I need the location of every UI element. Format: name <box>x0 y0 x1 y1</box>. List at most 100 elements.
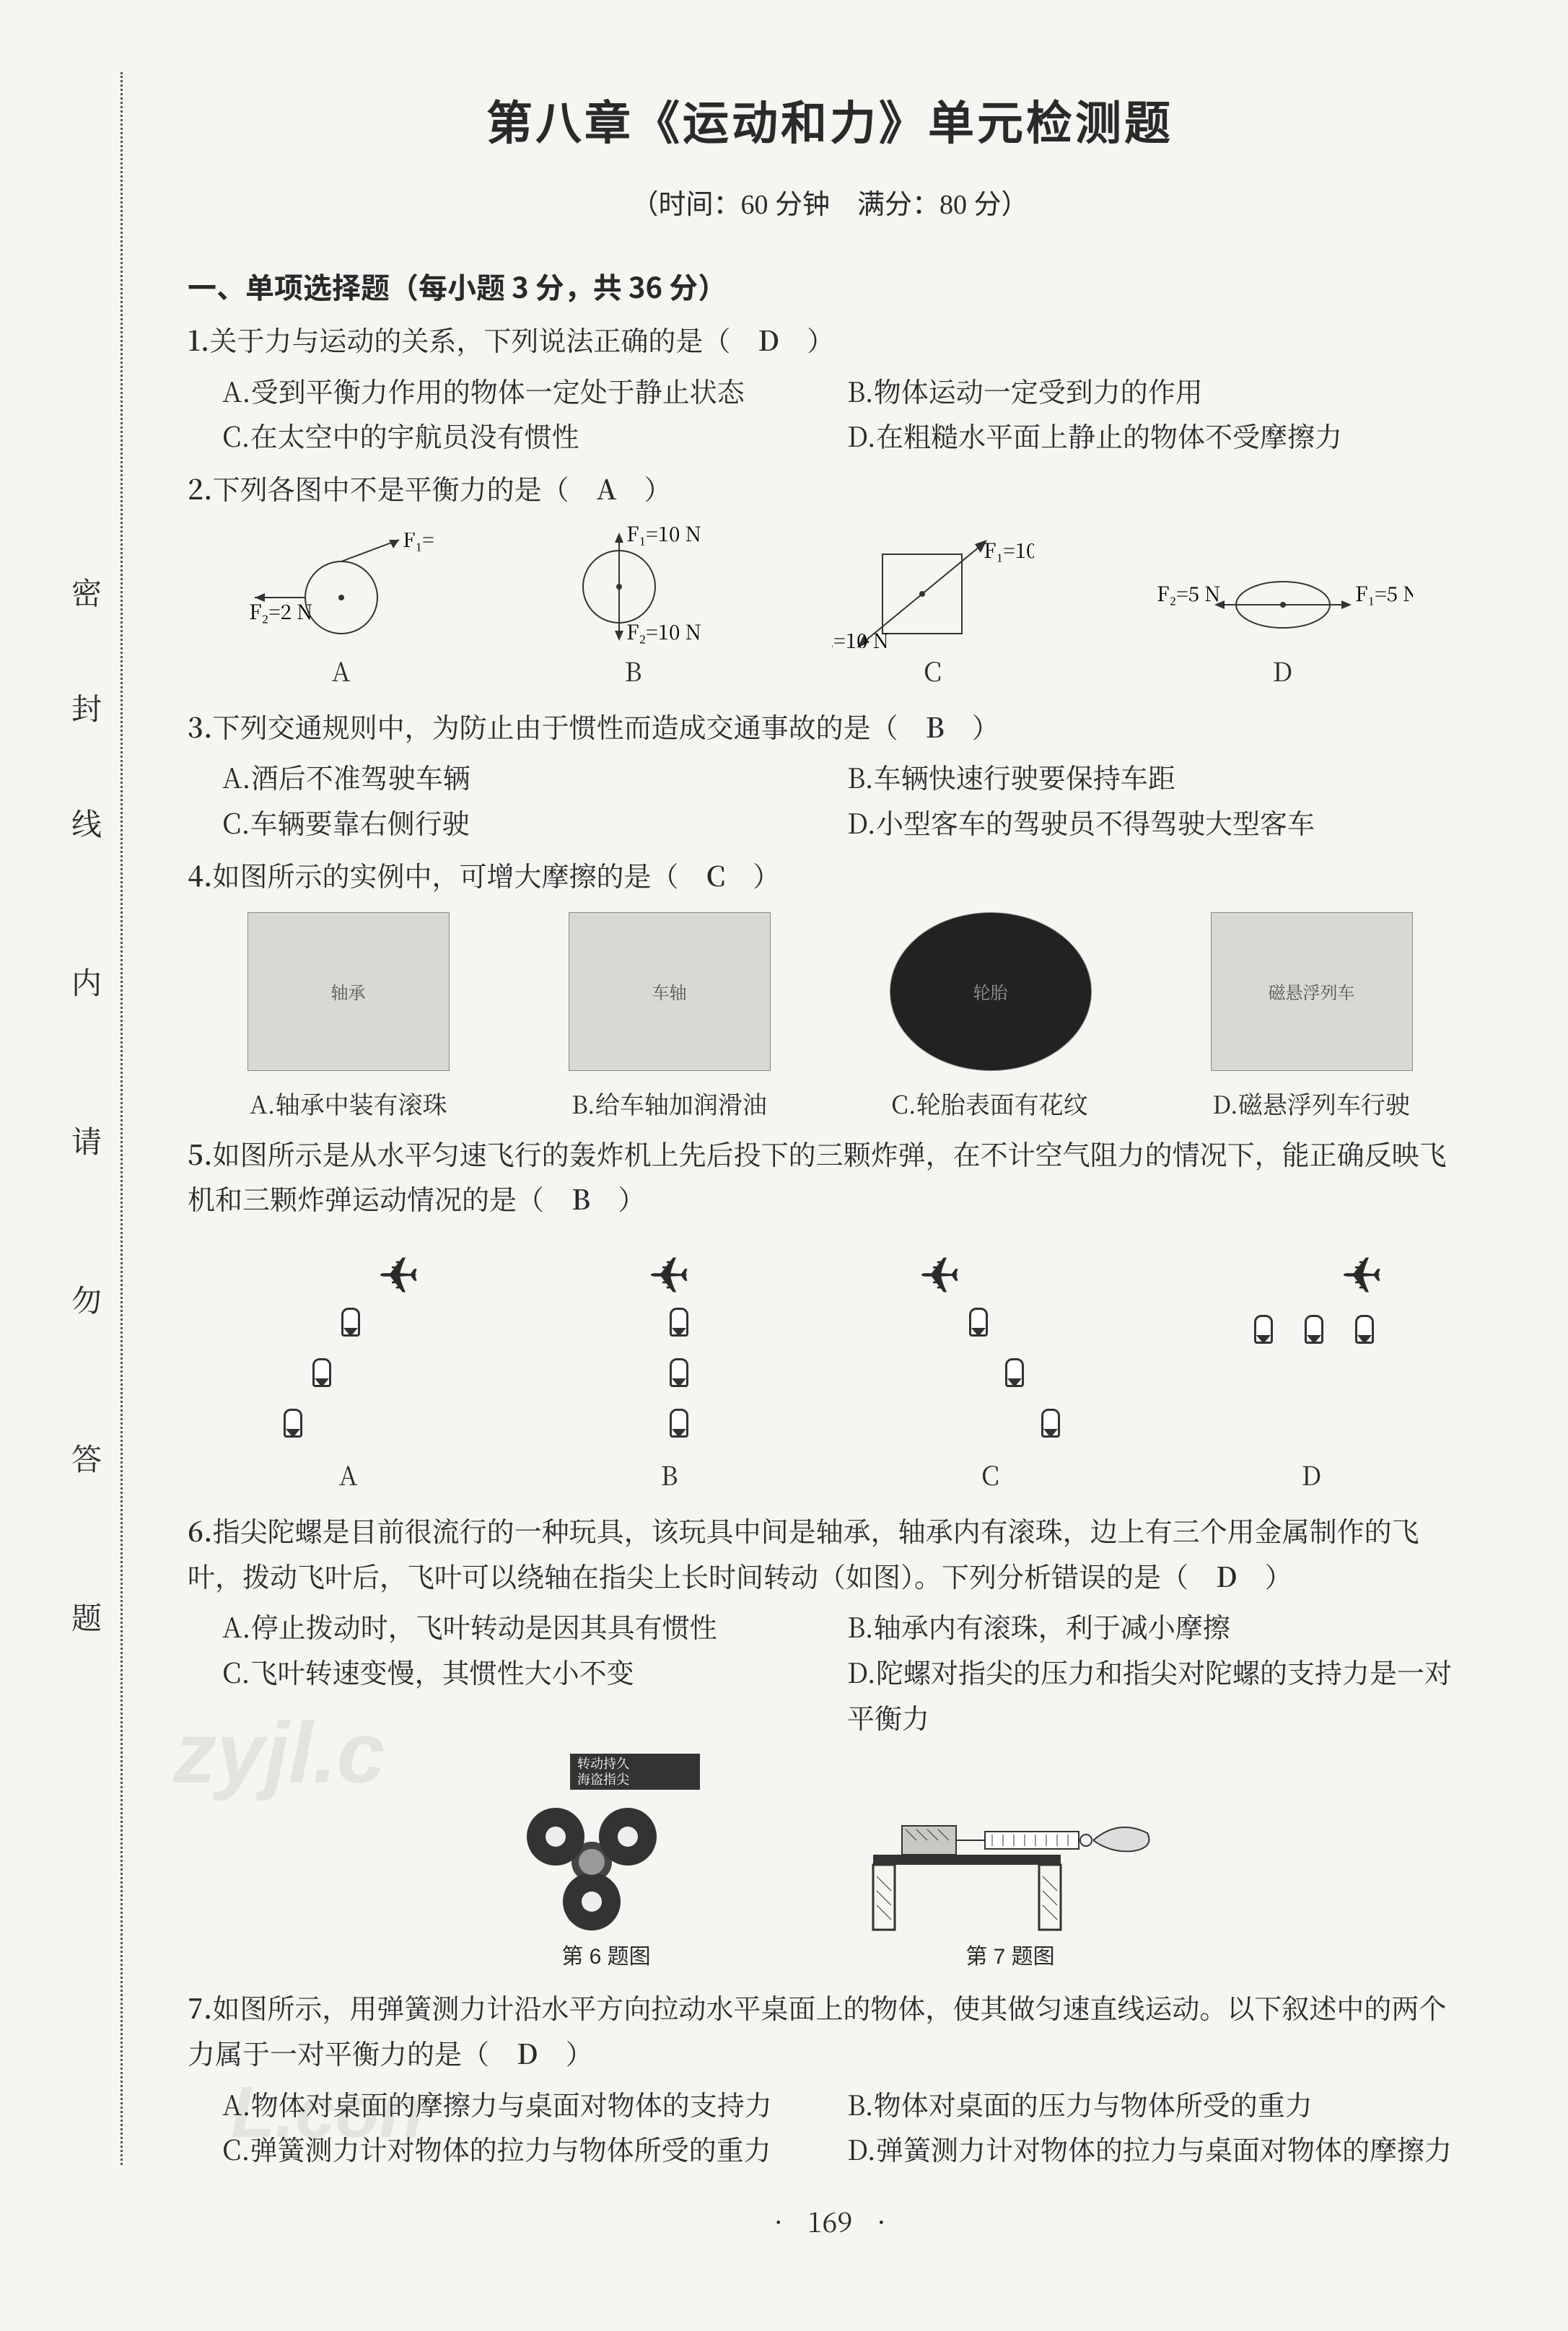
q4-img-c: 轮胎 <box>890 912 1092 1071</box>
q3-options: A.酒后不准驾驶车辆 B.车辆快速行驶要保持车距 C.车辆要靠右侧行驶 D.小型… <box>222 754 1472 844</box>
bomb-icon <box>1254 1315 1273 1344</box>
q2-fig-d: F₂=5 N F₁=5 N D <box>1153 561 1413 689</box>
q7-num: 7. <box>188 1987 212 2026</box>
q6-close: ） <box>1238 1555 1292 1595</box>
q2a-label: A <box>248 652 435 689</box>
q2a-f2-label: F₂=2 N <box>249 597 312 626</box>
binding-char: 勿 <box>65 1285 108 1315</box>
bomb-icon <box>969 1308 988 1337</box>
question-6: 6.指尖陀螺是目前很流行的一种玩具，该玩具中间是轴承，轴承内有滚珠，边上有三个用… <box>188 1508 1472 1598</box>
q4-fig-a: 轴承 <box>248 912 450 1071</box>
q2-diagram-a: F₁=2 N F₂=2 N <box>248 533 435 648</box>
q3-opt-a: A.酒后不准驾驶车辆 <box>222 754 847 800</box>
q3-answer: B <box>926 706 945 745</box>
q6-num: 6. <box>188 1510 213 1549</box>
q1-num: 1. <box>188 319 209 359</box>
q6-opt-a: A.停止拨动时，飞叶转动是因其具有惯性 <box>222 1604 847 1649</box>
bomb-icon <box>341 1308 360 1337</box>
q2c-f2-label: F₂=10 N <box>832 626 889 648</box>
q5-figures: ✈ A ✈ B ✈ C <box>188 1236 1472 1493</box>
q7-opt-c: C.弹簧测力计对物体的拉力与物体所受的重力 <box>222 2126 847 2172</box>
page-title: 第八章《运动和力》单元检测题 <box>188 87 1472 153</box>
q3-close: ） <box>945 706 999 745</box>
binding-char: 线 <box>65 808 108 839</box>
page-footer: · 169 · <box>188 2200 1472 2240</box>
q2-num: 2. <box>188 468 213 507</box>
exam-meta: （时间：60 分钟 满分：80 分） <box>188 182 1472 222</box>
q1-opt-c: C.在太空中的宇航员没有惯性 <box>222 413 847 458</box>
svg-text:海盗指尖: 海盗指尖 <box>577 1770 629 1788</box>
q2-diagram-d: F₂=5 N F₁=5 N <box>1153 561 1413 648</box>
q2b-f1-label: F₁=10 N <box>626 525 701 548</box>
q5-close: ） <box>590 1178 645 1217</box>
q4-fig-d: 磁悬浮列车 <box>1211 912 1413 1071</box>
footer-dot: · <box>774 2200 782 2240</box>
q3-num: 3. <box>188 706 213 745</box>
q2d-f1-label: F₁=5 N <box>1355 579 1413 608</box>
q7-close: ） <box>538 2032 593 2072</box>
q3-stem: 下列交通规则中，为防止由于惯性而造成交通事故的是（ <box>213 706 926 745</box>
q5c-label: C <box>875 1456 1106 1493</box>
q4-answer: C <box>706 854 726 894</box>
q6-opt-d: D.陀螺对指尖的压力和指尖对陀螺的支持力是一对平衡力 <box>847 1649 1472 1739</box>
question-7: 7.如图所示，用弹簧测力计沿水平方向拉动水平桌面上的物体，使其做匀速直线运动。以… <box>188 1985 1472 2075</box>
q5-num: 5. <box>188 1133 213 1173</box>
q7-figure: 第 7 题图 <box>859 1768 1162 1970</box>
q5-fig-d: ✈ D <box>1196 1236 1427 1493</box>
q5a-label: A <box>233 1456 464 1493</box>
q6-opt-c: C.飞叶转速变慢，其惯性大小不变 <box>222 1649 847 1739</box>
q2d-f2-label: F₂=5 N <box>1157 579 1220 608</box>
q2a-f1-label: F₁=2 N <box>403 533 435 554</box>
bomb-icon <box>312 1358 331 1387</box>
q6-caption: 第 6 题图 <box>498 1938 714 1970</box>
q1-close: ） <box>779 319 834 359</box>
q1-answer: D <box>758 319 779 359</box>
question-5: 5.如图所示是从水平匀速飞行的轰炸机上先后投下的三颗炸弹，在不计空气阻力的情况下… <box>188 1131 1472 1221</box>
q2-diagram-c: F₁=10 N F₂=10 N <box>832 533 1034 648</box>
bomb-icon <box>1355 1315 1374 1344</box>
bomb-icon <box>670 1409 688 1438</box>
section-1-heading: 一、单项选择题（每小题 3 分，共 36 分） <box>188 265 1472 307</box>
q2-fig-a: F₁=2 N F₂=2 N A <box>248 533 435 689</box>
q7-caption: 第 7 题图 <box>859 1938 1162 1970</box>
q5-stem: 如图所示是从水平匀速飞行的轰炸机上先后投下的三颗炸弹，在不计空气阻力的情况下，能… <box>188 1133 1447 1218</box>
q6-options: A.停止拨动时，飞叶转动是因其具有惯性 B.轴承内有滚珠，利于减小摩擦 C.飞叶… <box>222 1604 1472 1739</box>
bomb-icon <box>1305 1315 1323 1344</box>
q2b-label: B <box>554 652 713 689</box>
q4-fig-c: 轮胎 <box>890 912 1092 1071</box>
q7-opt-d: D.弹簧测力计对物体的拉力与桌面对物体的摩擦力 <box>847 2126 1472 2172</box>
q2-diagram-b: F₁=10 N F₂=10 N <box>554 525 713 648</box>
question-3: 3.下列交通规则中，为防止由于惯性而造成交通事故的是（ B ） <box>188 704 1472 749</box>
binding-char: 封 <box>65 693 108 723</box>
q4-img-a: 轴承 <box>248 912 450 1071</box>
q2c-f1-label: F₁=10 N <box>984 535 1034 564</box>
q2d-label: D <box>1153 652 1413 689</box>
q6-answer: D <box>1216 1555 1238 1595</box>
q7-opt-a: A.物体对桌面的摩擦力与桌面对物体的支持力 <box>222 2081 847 2127</box>
spring-scale-diagram <box>859 1768 1162 1934</box>
q3-opt-d: D.小型客车的驾驶员不得驾驶大型客车 <box>847 800 1472 845</box>
q4-img-b: 车轴 <box>569 912 771 1071</box>
q4-fig-b: 车轴 <box>569 912 771 1071</box>
fidget-spinner-icon: 转动持久 海盗指尖 <box>498 1754 714 1934</box>
q7-stem: 如图所示，用弹簧测力计沿水平方向拉动水平桌面上的物体，使其做匀速直线运动。以下叙… <box>188 1987 1446 2072</box>
q4-cap-a: A.轴承中装有滚珠 <box>250 1085 447 1121</box>
q7-answer: D <box>517 2032 538 2072</box>
bomb-icon <box>1005 1358 1024 1387</box>
binding-char: 请 <box>65 1126 108 1156</box>
q2-fig-c: F₁=10 N F₂=10 N C <box>832 533 1034 689</box>
q5-fig-a: ✈ A <box>233 1236 464 1493</box>
q1-options: A.受到平衡力作用的物体一定处于静止状态 B.物体运动一定受到力的作用 C.在太… <box>222 368 1472 458</box>
q2-fig-b: F₁=10 N F₂=10 N B <box>554 525 713 689</box>
q4-figures: 轴承 车轴 轮胎 磁悬浮列车 <box>188 912 1472 1071</box>
q2-answer: A <box>597 468 617 507</box>
q4-cap-b: B.给车轴加润滑油 <box>571 1085 767 1121</box>
page-number: 169 <box>807 2200 853 2240</box>
q4-cap-d: D.磁悬浮列车行驶 <box>1212 1085 1410 1121</box>
q4-stem: 如图所示的实例中，可增大摩擦的是（ <box>213 854 706 894</box>
q3-opt-b: B.车辆快速行驶要保持车距 <box>847 754 1472 800</box>
q6-figure: 转动持久 海盗指尖 第 6 题图 <box>498 1754 714 1970</box>
q7-opt-b: B.物体对桌面的压力与物体所受的重力 <box>847 2081 1472 2127</box>
page-content: 第八章《运动和力》单元检测题 （时间：60 分钟 满分：80 分） 一、单项选择… <box>144 43 1501 2280</box>
binding-char: 密 <box>65 577 108 608</box>
